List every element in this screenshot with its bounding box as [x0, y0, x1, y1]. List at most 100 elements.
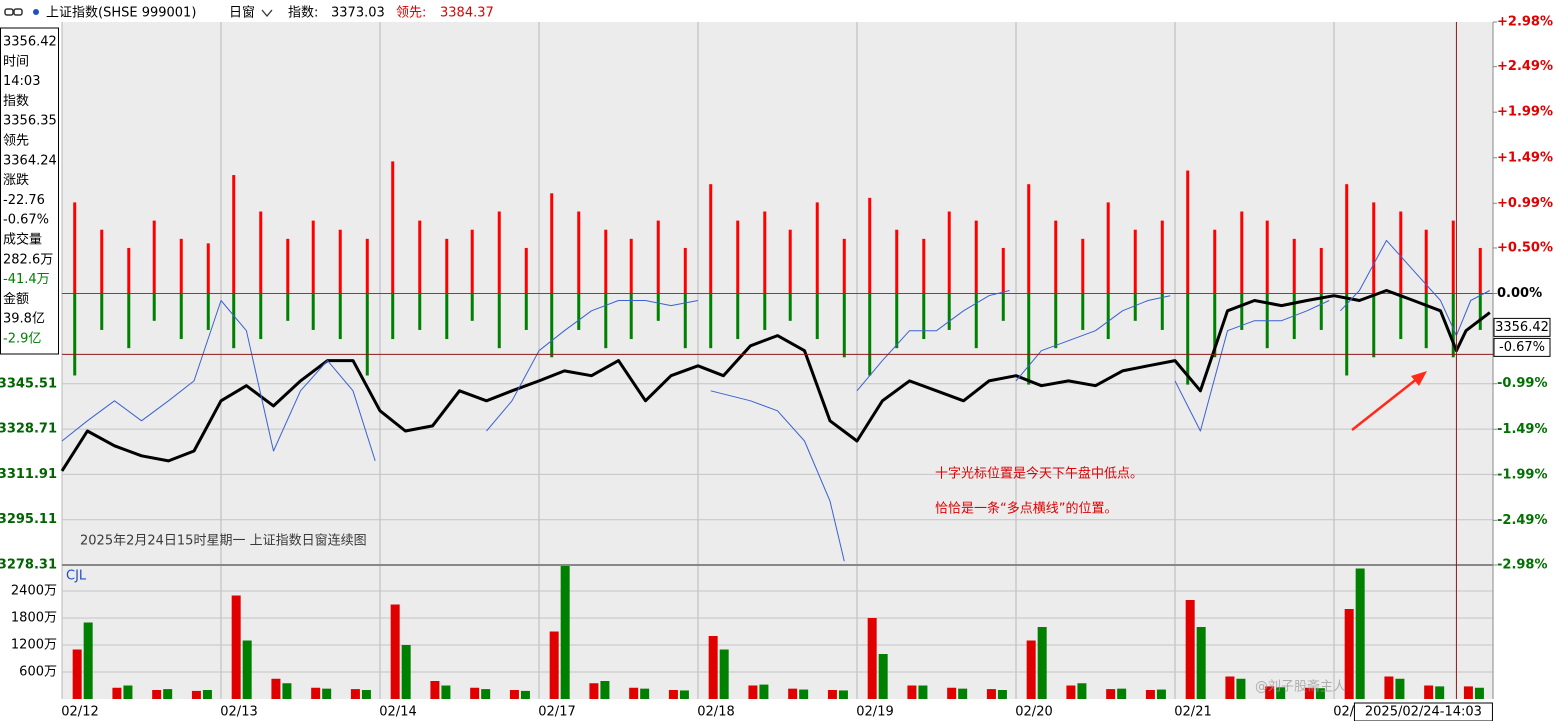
bar — [895, 293, 899, 349]
bar — [604, 229, 608, 294]
bar — [656, 293, 660, 321]
bar — [191, 690, 201, 699]
bar — [259, 211, 263, 294]
bar — [322, 688, 332, 699]
bar — [1276, 687, 1286, 699]
line-layer — [60, 239, 1491, 562]
bar — [100, 229, 104, 294]
annotation: 十字光标位置是今天下午盘中低点。 — [935, 466, 1143, 482]
bar — [709, 184, 713, 294]
header-lead-label: 领先: — [396, 6, 426, 21]
bar — [418, 220, 422, 294]
bar — [112, 687, 122, 699]
bar — [947, 293, 951, 330]
bar — [1106, 202, 1110, 294]
x-tick-label: 02/14 — [379, 705, 416, 720]
y-tick-label: 3311.91 — [0, 467, 57, 482]
x-tick-label: 02/18 — [697, 705, 734, 720]
header-symbol: 上证指数(SHSE 999001) — [46, 6, 196, 21]
bar — [311, 687, 321, 699]
label-layer: 02/12 02/13 02/14 02/17 02/18 02/19 02/20 02/21… — [0, 15, 1553, 720]
info-item: 金额 — [3, 291, 29, 307]
bar — [391, 293, 395, 340]
bar — [815, 293, 819, 340]
header-window[interactable]: 日窗 — [229, 5, 255, 21]
bar — [1319, 247, 1323, 294]
bar — [259, 293, 263, 340]
bar — [524, 293, 528, 330]
bar — [763, 211, 767, 294]
crosshair-pct-box — [1493, 337, 1551, 357]
bar — [838, 690, 848, 699]
y2-tick-label: -0.99% — [1497, 376, 1548, 391]
arrow — [1351, 371, 1427, 431]
bar — [430, 681, 440, 699]
bar — [361, 690, 371, 699]
bar — [1117, 688, 1127, 699]
bar — [1185, 600, 1195, 699]
series-line — [60, 289, 1491, 472]
info-item: -41.4万 — [3, 272, 50, 287]
bar — [550, 193, 554, 294]
bar — [350, 689, 360, 699]
bar — [1399, 293, 1403, 340]
bar — [1066, 685, 1076, 699]
bar — [286, 293, 290, 321]
bar — [418, 293, 422, 330]
bar — [1474, 687, 1484, 699]
bar — [1001, 247, 1005, 294]
bar — [1186, 293, 1190, 385]
bar — [73, 202, 77, 294]
y2-tick-label: +1.49% — [1497, 150, 1553, 165]
bar — [242, 640, 252, 699]
bar — [179, 293, 183, 340]
bar — [127, 247, 131, 294]
bar — [1001, 293, 1005, 321]
bar — [509, 690, 519, 699]
bar — [867, 618, 877, 699]
bar — [1236, 678, 1246, 699]
bar — [1186, 170, 1190, 294]
info-item: -22.76 — [3, 193, 45, 208]
bar — [550, 293, 554, 358]
bar — [338, 293, 342, 340]
bar — [577, 293, 581, 330]
bar — [815, 202, 819, 294]
bar — [974, 293, 978, 349]
bar — [1225, 676, 1235, 699]
bar — [286, 238, 290, 294]
bar — [1315, 688, 1325, 699]
bar — [1133, 293, 1137, 321]
bar — [668, 690, 678, 699]
bar — [799, 689, 809, 699]
bar — [72, 649, 82, 699]
bar — [1435, 686, 1445, 699]
bar — [577, 211, 581, 294]
bar — [497, 211, 501, 294]
bar — [206, 293, 210, 330]
info-item: 领先 — [3, 134, 29, 149]
bar — [997, 690, 1007, 699]
dropdown-caret[interactable] — [261, 9, 273, 18]
bar — [1265, 220, 1269, 294]
bar — [1240, 293, 1244, 330]
info-item: 3364.24 — [3, 153, 57, 168]
info-item: 涨跌 — [3, 172, 29, 188]
bar — [470, 687, 480, 699]
info-item: -0.67% — [3, 213, 49, 228]
bar — [152, 220, 156, 294]
bar — [83, 622, 93, 699]
info-item: 14:03 — [3, 74, 40, 89]
bar — [497, 293, 501, 349]
bar — [1451, 293, 1455, 358]
y2-tick-label: +2.49% — [1497, 59, 1553, 74]
bar — [1424, 229, 1428, 294]
bar — [1463, 686, 1473, 699]
bar — [1372, 202, 1376, 294]
bar — [759, 684, 769, 699]
bar — [719, 649, 729, 699]
info-item: 282.6万 — [3, 252, 53, 267]
info-item: 时间 — [3, 54, 29, 69]
bar — [600, 681, 610, 699]
